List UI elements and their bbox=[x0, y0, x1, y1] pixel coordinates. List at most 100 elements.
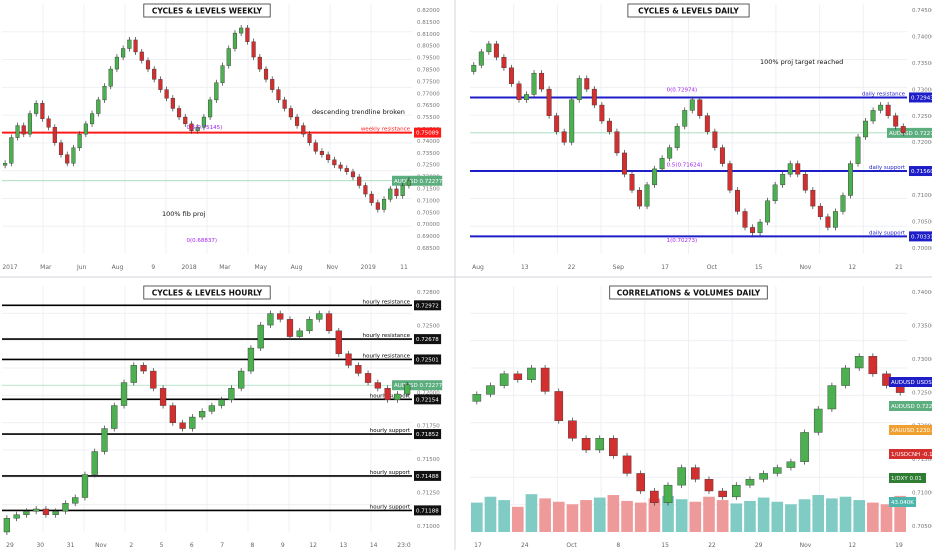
candle-body bbox=[145, 60, 151, 70]
candle-body bbox=[854, 356, 864, 369]
candle-body bbox=[270, 79, 275, 90]
candle-body bbox=[176, 108, 182, 118]
candle-body bbox=[288, 108, 293, 118]
annotation: descending trendline broken bbox=[312, 108, 405, 116]
candle-body bbox=[827, 385, 837, 410]
candle-body bbox=[825, 216, 831, 228]
candle-body bbox=[130, 365, 137, 383]
price-tag-text: 0.70331 bbox=[911, 234, 932, 240]
volume-bar bbox=[634, 502, 647, 532]
candle-body bbox=[34, 103, 39, 114]
candle-body bbox=[27, 113, 33, 135]
candle-body bbox=[759, 473, 768, 480]
price-tag-text: 0.72678 bbox=[416, 337, 439, 343]
candle-body bbox=[332, 159, 337, 166]
candle-body bbox=[614, 131, 620, 154]
candle-body bbox=[667, 147, 673, 159]
y-tick-label: 0.71000 bbox=[417, 524, 440, 530]
panel-title-box bbox=[143, 3, 271, 18]
panel-title: CYCLES & LEVELS DAILY bbox=[638, 7, 739, 16]
candle-body bbox=[493, 43, 499, 58]
x-tick-label: 15 bbox=[755, 264, 763, 271]
candle-body bbox=[159, 388, 167, 406]
y-tick-label: 0.68500 bbox=[417, 246, 440, 252]
correlation-tag bbox=[889, 425, 932, 435]
candle-body bbox=[893, 115, 899, 127]
x-tick-label: 23:0 bbox=[397, 542, 411, 549]
x-tick-label: Mar bbox=[40, 264, 52, 271]
candle-body bbox=[316, 313, 323, 320]
y-tick-label: 0.69000 bbox=[417, 234, 440, 240]
x-tick-label: 21 bbox=[895, 264, 903, 271]
y-tick-label: 0.72500 bbox=[912, 114, 932, 120]
candle-body bbox=[765, 200, 771, 223]
x-tick-label: Nov bbox=[327, 264, 339, 271]
x-tick-label: 12 bbox=[848, 264, 856, 271]
candle-body bbox=[486, 43, 492, 53]
candle-body bbox=[306, 319, 313, 332]
candle-body bbox=[855, 136, 861, 164]
candle-body bbox=[786, 461, 796, 468]
candle-body bbox=[691, 467, 700, 480]
y-tick-label: 0.71250 bbox=[417, 491, 440, 497]
candle-body bbox=[169, 405, 176, 423]
candle-body bbox=[885, 104, 891, 116]
candle-body bbox=[263, 68, 269, 80]
price-tag-text: 0.71560 bbox=[911, 169, 932, 175]
candle-body bbox=[704, 115, 710, 132]
candle-body bbox=[772, 467, 782, 474]
candle-body bbox=[374, 382, 381, 389]
x-tick-label: 13 bbox=[521, 264, 529, 271]
candle-body bbox=[345, 353, 352, 366]
price-tag bbox=[414, 470, 442, 481]
x-tick-label: Mar bbox=[219, 264, 231, 271]
price-tag bbox=[392, 380, 443, 391]
x-tick-label: 13 bbox=[340, 542, 348, 549]
level-label: hourly resistance bbox=[363, 299, 411, 305]
volume-bar bbox=[539, 498, 551, 532]
candle-body bbox=[394, 188, 399, 196]
y-tick-label: 0.71500 bbox=[912, 457, 932, 463]
x-tick-label: 9 bbox=[151, 264, 155, 271]
y-tick-label: 0.72000 bbox=[417, 390, 440, 396]
panel-title: CORRELATIONS & VOLUMES DAILY bbox=[617, 289, 761, 298]
price-tag bbox=[909, 166, 932, 177]
volume-bar bbox=[744, 500, 756, 532]
volume-bar bbox=[771, 501, 784, 532]
candle-body bbox=[208, 405, 216, 412]
y-tick-label: 0.77000 bbox=[417, 91, 440, 97]
candle-body bbox=[381, 199, 387, 210]
y-tick-label: 0.71500 bbox=[417, 457, 440, 463]
price-tag bbox=[414, 300, 442, 311]
price-tag-text: 0.72972 bbox=[416, 303, 439, 309]
candle-body bbox=[338, 164, 343, 169]
candle-body bbox=[388, 188, 393, 200]
volume-bar bbox=[607, 495, 620, 532]
x-tick-label: 29 bbox=[755, 542, 763, 549]
candle-body bbox=[239, 27, 244, 34]
candle-body bbox=[42, 508, 50, 515]
y-tick-label: 0.73500 bbox=[912, 61, 932, 67]
candle-body bbox=[46, 118, 51, 128]
candle-body bbox=[527, 367, 536, 380]
chart-panel-cycles-levels-weekly: 0.82000 0.81500 0.81000 0.80500 0.79500 0.785… bbox=[2, 3, 443, 271]
candle-body bbox=[394, 393, 401, 401]
correlation-tag bbox=[889, 377, 932, 387]
candle-body bbox=[276, 89, 281, 101]
price-tag-text: 0.71852 bbox=[416, 432, 439, 438]
candle-body bbox=[595, 438, 605, 451]
correlation-tag-text: AUDUSD 0.72277 bbox=[891, 404, 932, 410]
candle-body bbox=[319, 151, 324, 155]
candle-body bbox=[787, 163, 793, 175]
price-tag-text: 0.75089 bbox=[416, 131, 439, 137]
candle-body bbox=[40, 103, 45, 119]
candle-body bbox=[591, 88, 597, 106]
candle-body bbox=[257, 56, 262, 70]
candle-body bbox=[629, 174, 635, 191]
volume-bar bbox=[757, 497, 770, 532]
candle-body bbox=[735, 189, 740, 212]
x-tick-label: 2019 bbox=[361, 264, 376, 271]
candle-body bbox=[335, 330, 342, 355]
candle-body bbox=[878, 104, 884, 111]
